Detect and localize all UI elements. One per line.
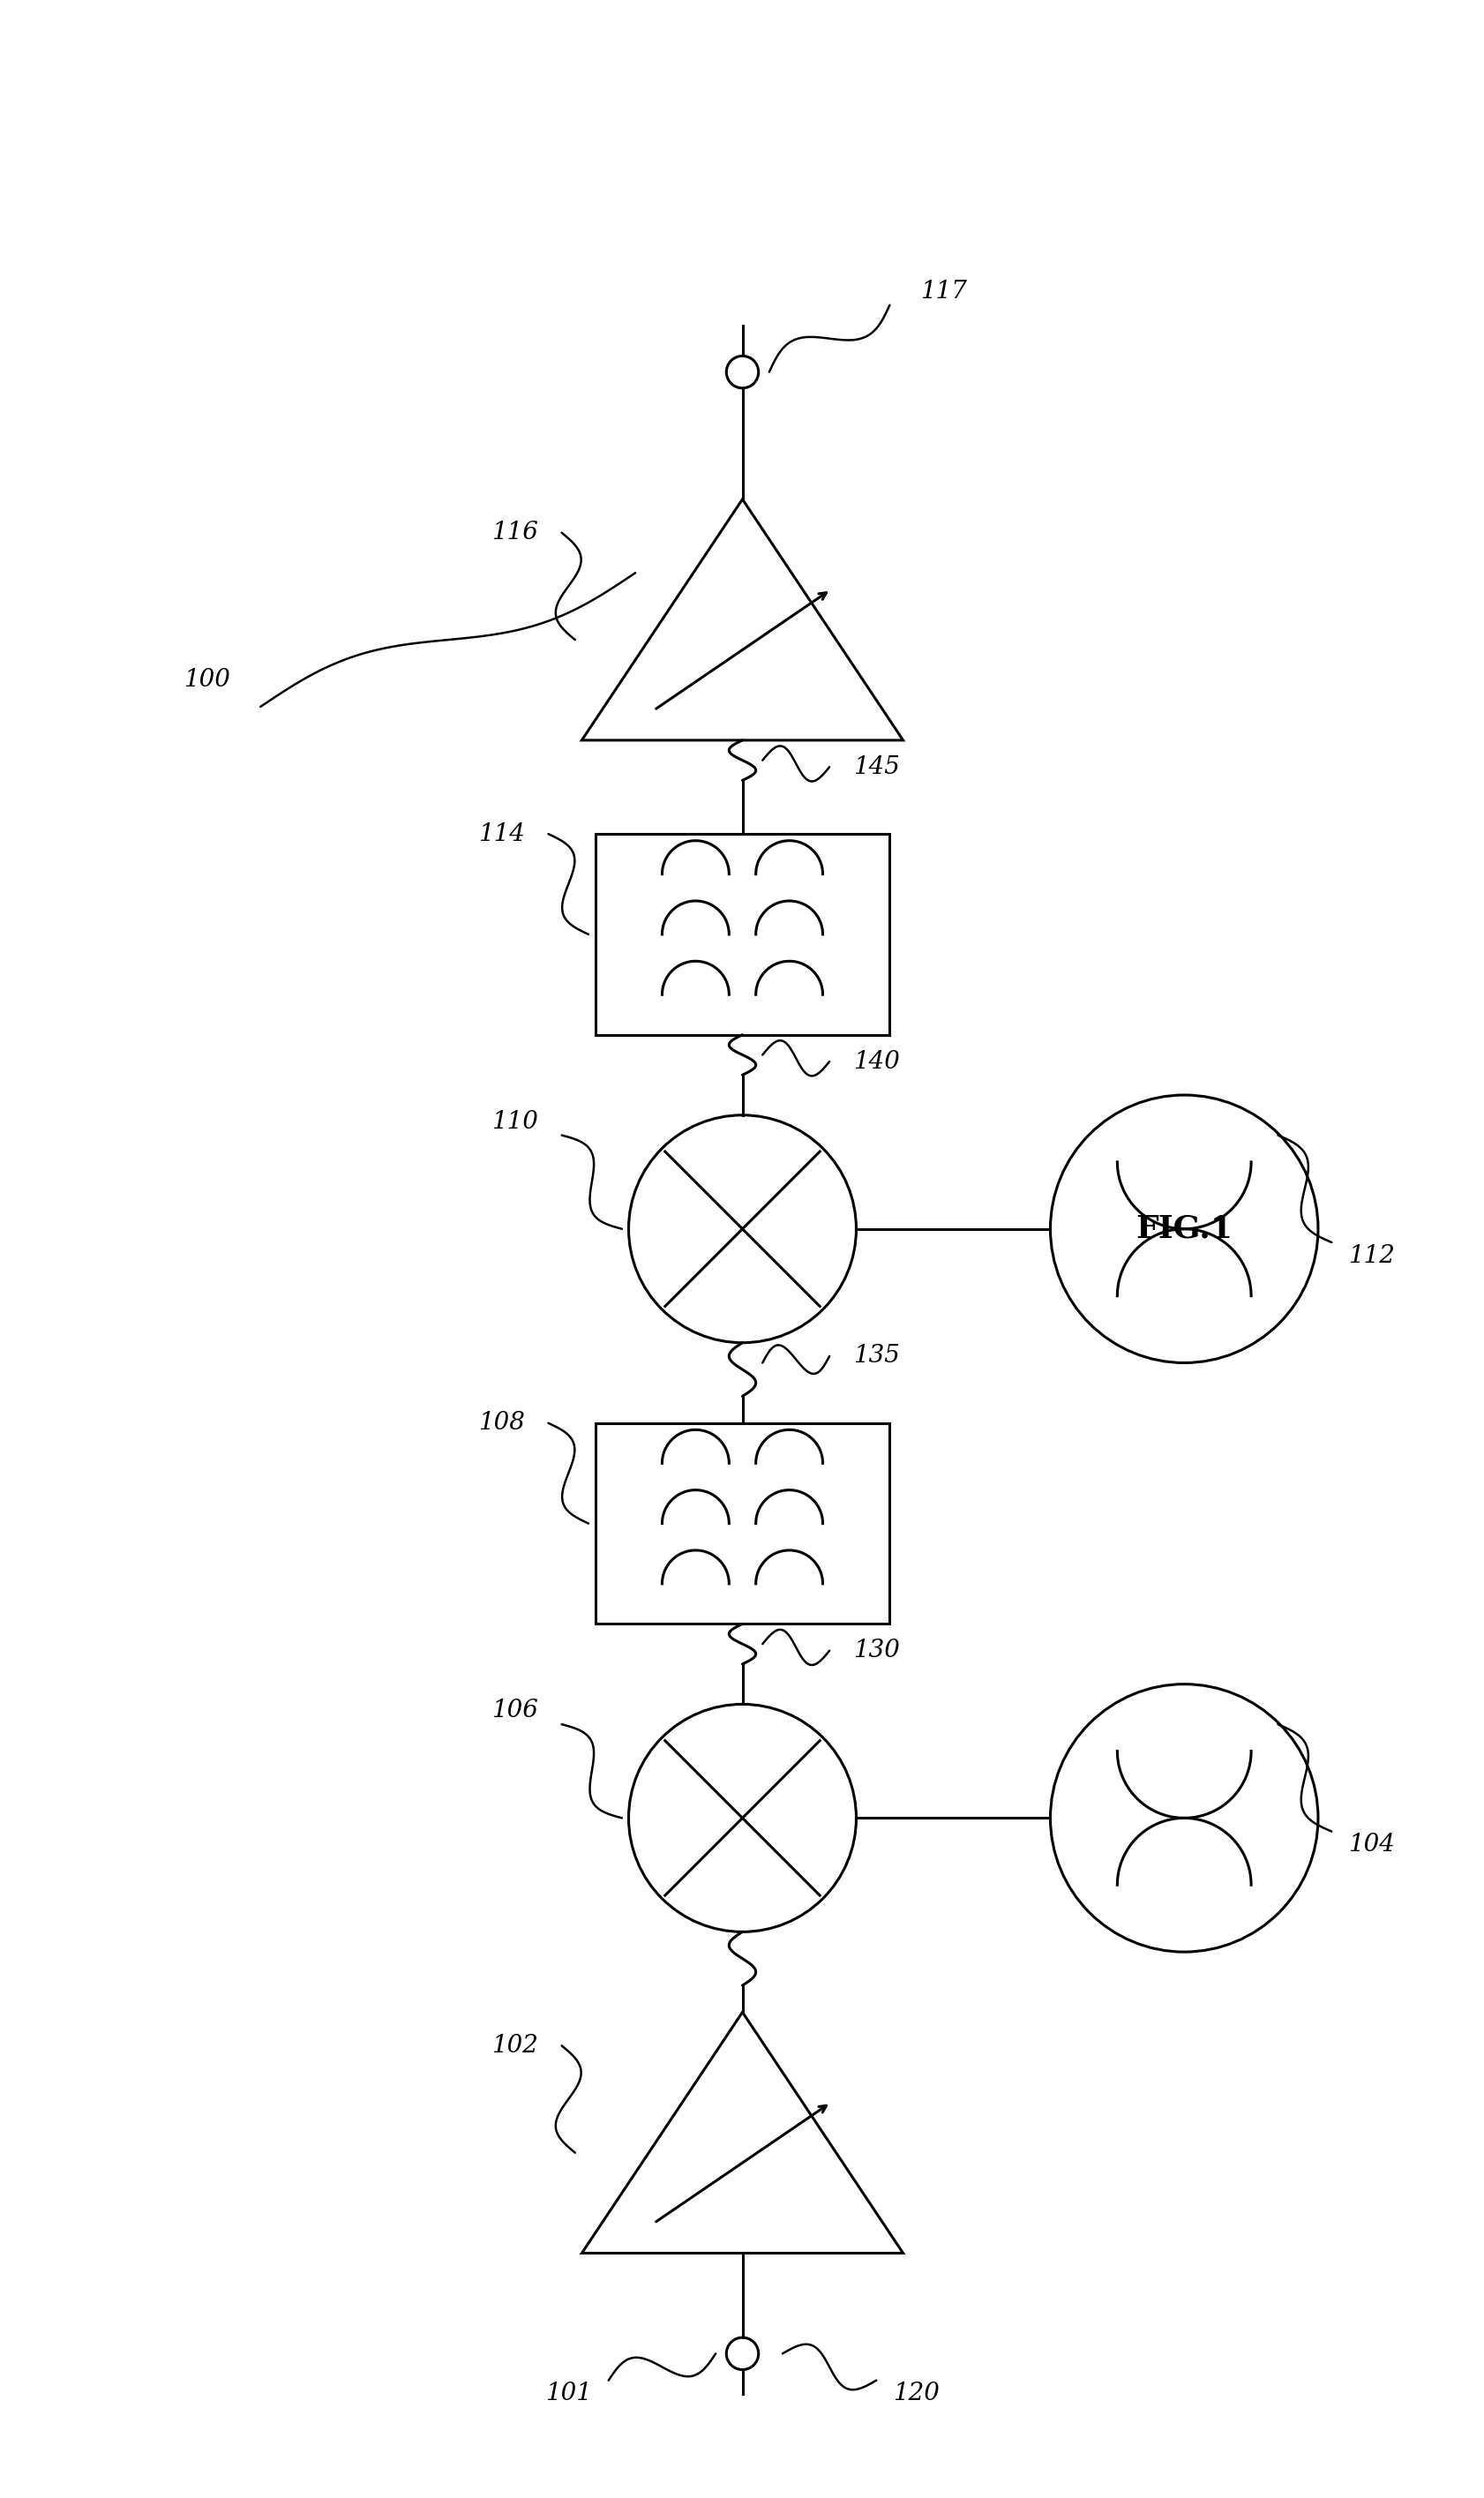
Bar <box>595 834 889 1034</box>
Text: 102: 102 <box>491 2033 537 2058</box>
Text: 116: 116 <box>491 520 537 545</box>
Text: 114: 114 <box>478 822 524 847</box>
Text: 104: 104 <box>1347 1834 1393 1856</box>
Text: 110: 110 <box>491 1109 537 1134</box>
Text: FIG.1: FIG.1 <box>1135 1214 1232 1244</box>
Text: 108: 108 <box>478 1411 524 1434</box>
Text: 106: 106 <box>491 1699 537 1724</box>
Text: 120: 120 <box>892 2381 939 2406</box>
Bar <box>595 1424 889 1624</box>
Text: 112: 112 <box>1347 1244 1393 1266</box>
Text: 117: 117 <box>920 280 966 305</box>
Text: 130: 130 <box>852 1639 899 1664</box>
Text: 135: 135 <box>852 1344 899 1369</box>
Text: 100: 100 <box>184 667 230 692</box>
Text: 140: 140 <box>852 1049 899 1074</box>
Text: 101: 101 <box>545 2381 592 2406</box>
Text: 145: 145 <box>852 754 899 779</box>
